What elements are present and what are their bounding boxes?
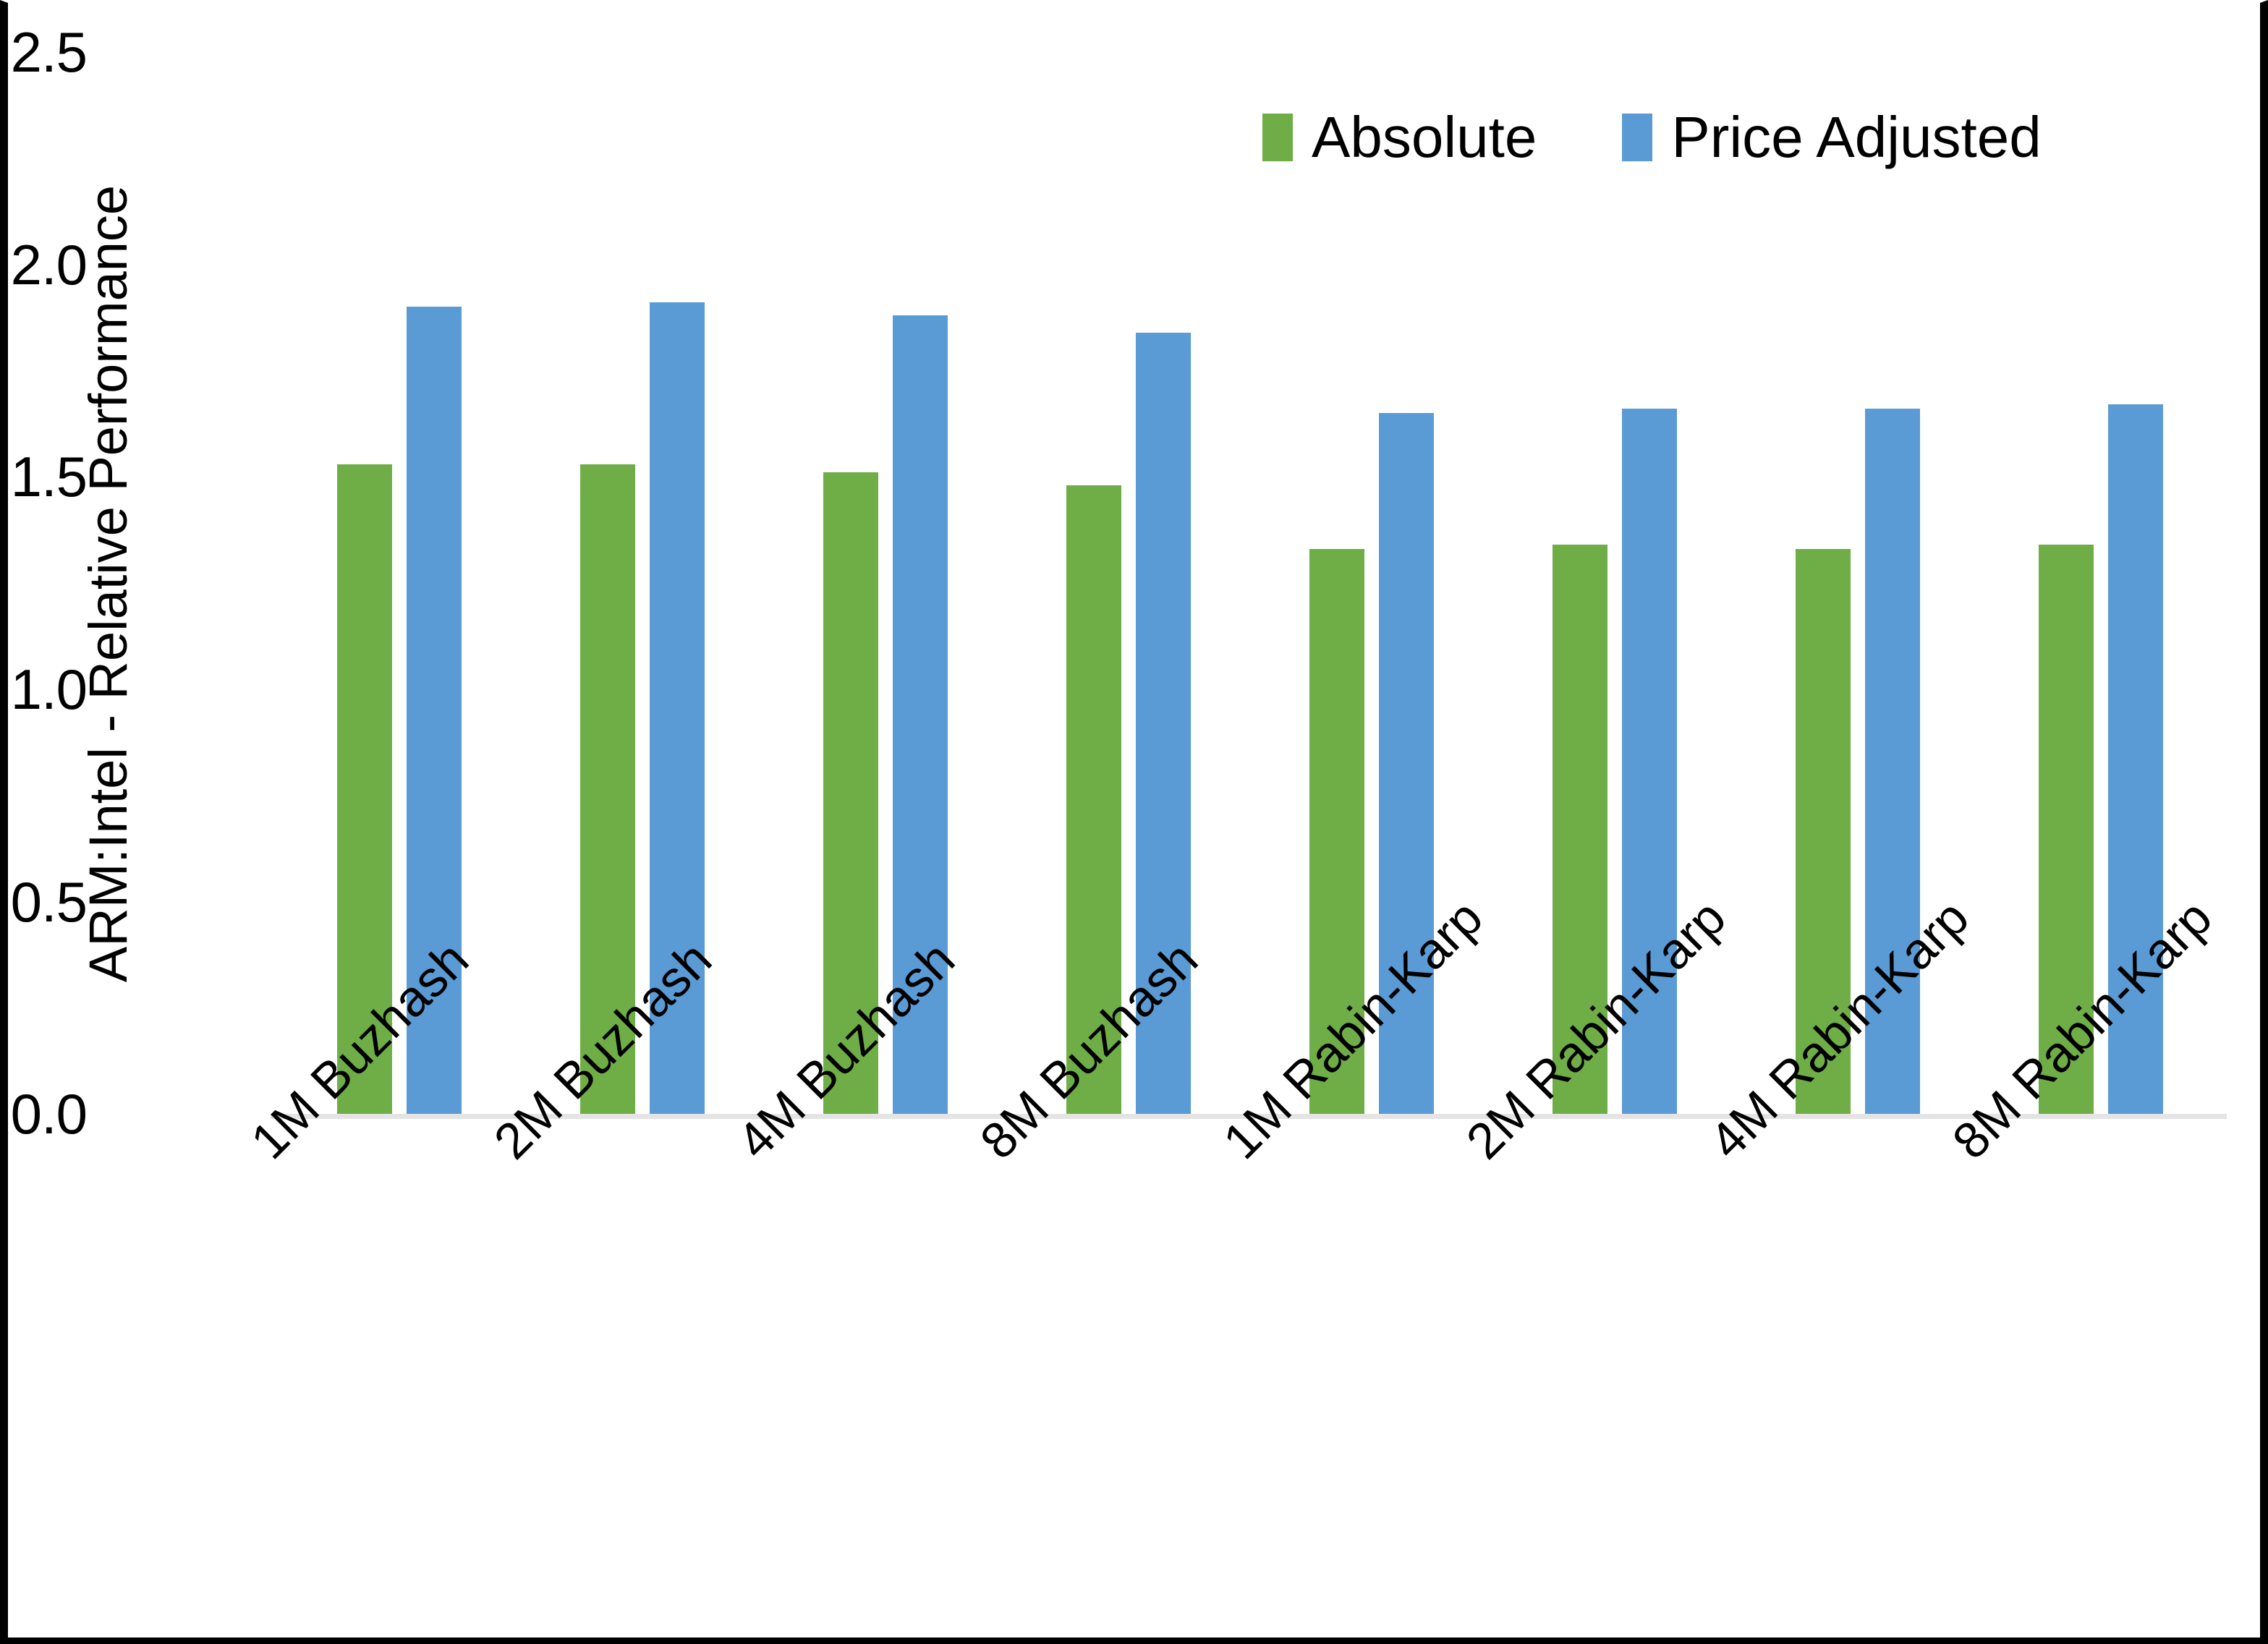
x-axis-line bbox=[271, 1114, 2227, 1119]
y-axis-tick-0.5: 0.5 bbox=[10, 870, 88, 934]
bar-adjusted-8m-rabin-karp[interactable] bbox=[2108, 404, 2163, 1114]
bar-adjusted-4m-buzhash[interactable] bbox=[893, 315, 948, 1114]
y-axis-tick-2.5: 2.5 bbox=[10, 20, 88, 84]
bar-absolute-2m-rabin-karp[interactable] bbox=[1553, 545, 1607, 1114]
bar-adjusted-1m-buzhash[interactable] bbox=[407, 307, 462, 1114]
legend-label-absolute: Absolute bbox=[1312, 105, 1537, 169]
bar-group-2m-buzhash bbox=[580, 52, 705, 1114]
bar-absolute-2m-buzhash[interactable] bbox=[580, 464, 635, 1114]
legend-item-price-adjusted[interactable]: Price Adjusted bbox=[1622, 105, 2042, 169]
bar-absolute-1m-rabin-karp[interactable] bbox=[1309, 549, 1364, 1114]
bar-adjusted-1m-rabin-karp[interactable] bbox=[1379, 413, 1434, 1114]
green-square-icon bbox=[1262, 114, 1293, 161]
y-axis-tick-1.0: 1.0 bbox=[10, 657, 88, 721]
bar-absolute-8m-buzhash[interactable] bbox=[1066, 485, 1121, 1114]
y-axis-tick-0.0: 0.0 bbox=[10, 1082, 88, 1146]
bar-group-4m-buzhash bbox=[823, 52, 948, 1114]
bar-group-8m-buzhash bbox=[1066, 52, 1191, 1114]
bar-absolute-8m-rabin-karp[interactable] bbox=[2039, 545, 2094, 1114]
y-axis-tick-1.5: 1.5 bbox=[10, 445, 88, 508]
blue-square-icon bbox=[1622, 114, 1653, 161]
y-axis-tick-2.0: 2.0 bbox=[10, 233, 88, 297]
y-axis-title: ARM:Intel - Relative Performance bbox=[78, 184, 138, 983]
bar-absolute-1m-buzhash[interactable] bbox=[337, 464, 392, 1114]
bar-absolute-4m-buzhash[interactable] bbox=[823, 472, 878, 1114]
bar-adjusted-2m-buzhash[interactable] bbox=[650, 302, 705, 1114]
bar-absolute-4m-rabin-karp[interactable] bbox=[1796, 549, 1851, 1114]
chart-legend: Absolute Price Adjusted bbox=[1262, 101, 2042, 174]
bar-adjusted-8m-buzhash[interactable] bbox=[1136, 332, 1191, 1114]
bar-group-1m-rabin-karp bbox=[1309, 52, 1434, 1114]
bar-group-8m-rabin-karp bbox=[2039, 52, 2163, 1114]
legend-item-absolute[interactable]: Absolute bbox=[1262, 108, 1537, 166]
bar-group-4m-rabin-karp bbox=[1796, 52, 1920, 1114]
plot-area bbox=[271, 52, 2227, 1114]
bar-adjusted-4m-rabin-karp[interactable] bbox=[1865, 409, 1920, 1114]
bar-group-1m-buzhash bbox=[337, 52, 462, 1114]
bar-adjusted-2m-rabin-karp[interactable] bbox=[1622, 409, 1677, 1114]
legend-label-price-adjusted: Price Adjusted bbox=[1671, 105, 2042, 169]
bar-group-2m-rabin-karp bbox=[1553, 52, 1677, 1114]
